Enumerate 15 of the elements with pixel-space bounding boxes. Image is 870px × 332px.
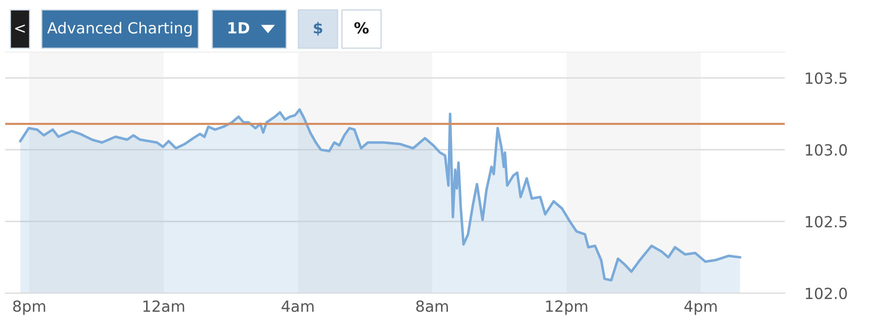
y-tick-label: 102.0 — [806, 288, 847, 300]
text: Advanced Charting — [47, 22, 192, 37]
x-tick-label: 8am — [416, 300, 448, 312]
y-tick-label: 103.5 — [806, 72, 847, 84]
text: % — [354, 22, 369, 34]
x-tick-label: 4pm — [684, 300, 717, 315]
text: $ — [314, 22, 322, 36]
x-tick-label: 12am — [143, 300, 184, 312]
text: < — [15, 24, 25, 33]
x-tick-label: 12pm — [546, 300, 588, 315]
y-tick-label: 103.0 — [806, 144, 847, 156]
x-tick-label: 8pm — [13, 300, 46, 315]
y-tick-label: 102.5 — [806, 216, 847, 228]
x-tick-label: 4am — [282, 300, 314, 312]
text: 1D — [228, 22, 250, 34]
